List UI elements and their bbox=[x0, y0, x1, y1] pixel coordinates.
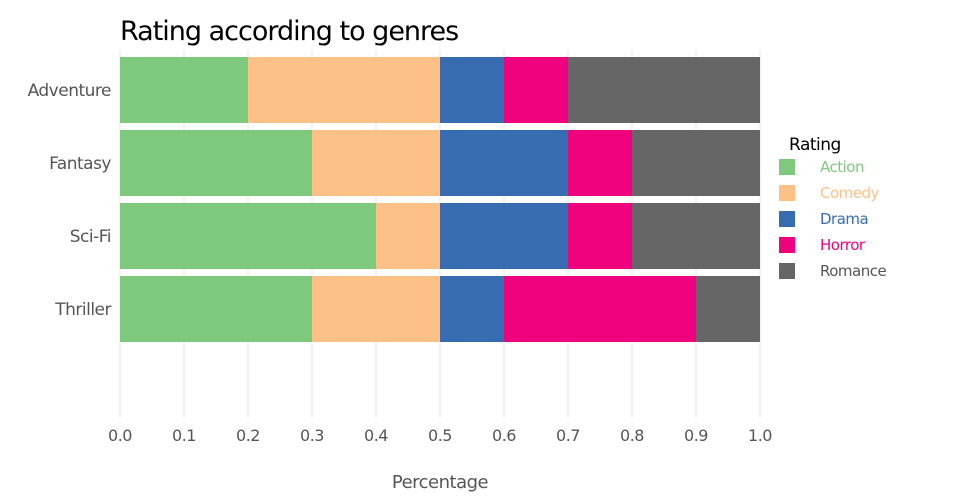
x-axis-title: Percentage bbox=[392, 472, 489, 493]
legend-label-action: Action bbox=[820, 158, 864, 176]
category-labels: Adventure Fantasy Sci-Fi Thriller bbox=[28, 81, 112, 320]
category-label: Fantasy bbox=[49, 154, 111, 174]
x-tick-label: 0.2 bbox=[236, 426, 260, 445]
bar-segment-drama-sci-fi bbox=[440, 203, 568, 269]
legend-swatch-romance bbox=[779, 263, 795, 279]
legend-label-comedy: Comedy bbox=[820, 184, 880, 202]
legend-label-romance: Romance bbox=[820, 262, 886, 280]
category-label: Thriller bbox=[54, 300, 111, 320]
bar-segment-action-thriller bbox=[120, 276, 312, 342]
bar-segment-horror-fantasy bbox=[568, 130, 632, 196]
category-label: Adventure bbox=[28, 81, 111, 101]
bar-segment-comedy-sci-fi bbox=[376, 203, 440, 269]
legend-swatch-comedy bbox=[779, 185, 795, 201]
x-tick-label: 0.1 bbox=[172, 426, 196, 445]
legend-label-drama: Drama bbox=[820, 210, 868, 228]
legend-swatch-horror bbox=[779, 237, 795, 253]
legend: Rating Action Comedy Drama Horror Romance bbox=[779, 135, 887, 280]
bar-segment-comedy-fantasy bbox=[312, 130, 440, 196]
bar-segment-horror-sci-fi bbox=[568, 203, 632, 269]
x-tick-label: 0.3 bbox=[300, 426, 324, 445]
legend-items: Action Comedy Drama Horror Romance bbox=[779, 158, 887, 280]
bar-segment-romance-adventure bbox=[568, 57, 760, 123]
x-tick-label: 0.5 bbox=[428, 426, 452, 445]
bar-segment-comedy-thriller bbox=[312, 276, 440, 342]
legend-swatch-action bbox=[779, 159, 795, 175]
bar-segment-drama-thriller bbox=[440, 276, 504, 342]
bar-segment-romance-fantasy bbox=[632, 130, 760, 196]
x-tick-label: 0.0 bbox=[108, 426, 132, 445]
x-tick-label: 0.4 bbox=[364, 426, 388, 445]
legend-title: Rating bbox=[789, 135, 841, 155]
bars bbox=[120, 57, 760, 342]
bar-segment-comedy-adventure bbox=[248, 57, 440, 123]
x-tick-label: 1.0 bbox=[748, 426, 772, 445]
bar-segment-horror-thriller bbox=[504, 276, 696, 342]
chart-title: Rating according to genres bbox=[120, 16, 458, 47]
category-label: Sci-Fi bbox=[70, 227, 111, 247]
bar-segment-drama-fantasy bbox=[440, 130, 568, 196]
bar-segment-romance-thriller bbox=[696, 276, 760, 342]
bar-segment-action-fantasy bbox=[120, 130, 312, 196]
bar-segment-horror-adventure bbox=[504, 57, 568, 123]
bar-segment-action-adventure bbox=[120, 57, 248, 123]
legend-swatch-drama bbox=[779, 211, 795, 227]
legend-label-horror: Horror bbox=[820, 236, 866, 254]
x-tick-label: 0.7 bbox=[556, 426, 580, 445]
x-tick-label: 0.8 bbox=[620, 426, 644, 445]
bar-segment-romance-sci-fi bbox=[632, 203, 760, 269]
x-tick-label: 0.6 bbox=[492, 426, 516, 445]
x-tick-label: 0.9 bbox=[684, 426, 708, 445]
bar-segment-action-sci-fi bbox=[120, 203, 376, 269]
x-tick-labels: 0.0 0.1 0.2 0.3 0.4 0.5 0.6 0.7 0.8 0.9 1.0 bbox=[108, 426, 773, 445]
bar-segment-drama-adventure bbox=[440, 57, 504, 123]
